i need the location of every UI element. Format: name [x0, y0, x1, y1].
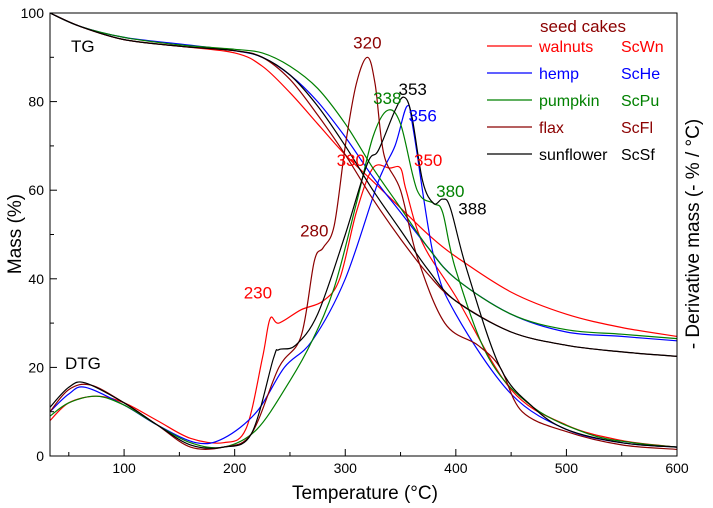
legend-label-walnuts: walnuts — [538, 39, 593, 56]
tg-line-pumpkin — [49, 12, 678, 340]
peak-label: 330 — [337, 151, 365, 170]
legend-code-sunflower: ScSf — [621, 147, 655, 164]
legend-code-flax: ScFl — [621, 120, 653, 137]
legend-code-pumpkin: ScPu — [621, 93, 659, 110]
x-tick-label: 500 — [555, 460, 579, 476]
legend-code-hemp: ScHe — [621, 66, 660, 83]
legend-label-hemp: hemp — [539, 66, 579, 83]
x-tick-label: 600 — [665, 460, 689, 476]
dtg-line-sunflower — [49, 96, 678, 449]
y-tick-label: 20 — [28, 359, 44, 375]
peak-label: 230 — [244, 284, 272, 303]
x-tick-label: 300 — [334, 460, 358, 476]
x-axis-title: Temperature (°C) — [292, 483, 438, 504]
dtg-line-flax — [49, 56, 678, 450]
series-layer — [49, 12, 678, 450]
peak-label: 350 — [414, 151, 442, 170]
y-tick-label: 40 — [28, 271, 44, 287]
y-tick-label: 80 — [28, 94, 44, 110]
y-tick-label: 100 — [21, 5, 45, 21]
tg-line-sunflower — [49, 12, 678, 357]
peak-label: 380 — [436, 182, 464, 201]
peak-label: 388 — [458, 200, 486, 219]
y-axis: 0 20 40 60 80 100 — [21, 5, 57, 464]
x-tick-label: 200 — [223, 460, 247, 476]
legend-label-sunflower: sunflower — [539, 147, 608, 164]
legend-label-pumpkin: pumpkin — [539, 93, 599, 110]
x-tick-label: 100 — [112, 460, 136, 476]
y-axis-title-left: Mass (%) — [5, 194, 26, 274]
y-tick-label: 0 — [36, 448, 44, 464]
y-tick-label: 60 — [28, 182, 44, 198]
tg-line-flax — [49, 12, 678, 357]
tg-line-hemp — [49, 12, 678, 342]
legend-code-walnuts: ScWn — [621, 39, 664, 56]
peak-label: 280 — [300, 222, 328, 241]
peak-label: 320 — [353, 33, 381, 52]
y-axis-title-right: - Derivative mass (- % / °C) — [683, 119, 704, 349]
peak-label: 338 — [373, 89, 401, 108]
tg-label: TG — [71, 37, 95, 56]
legend-title: seed cakes — [540, 17, 626, 36]
x-tick-label: 400 — [444, 460, 468, 476]
x-axis: 100 200 300 400 500 600 — [68, 449, 689, 476]
legend: seed cakes walnuts ScWn hemp ScHe pumpkin ScP… — [487, 17, 664, 164]
dtg-label: DTG — [65, 354, 101, 373]
plot-frame — [49, 12, 678, 457]
peak-label: 356 — [408, 107, 436, 126]
legend-label-flax: flax — [539, 120, 564, 137]
dtg-line-walnuts — [49, 164, 678, 448]
peak-label: 353 — [399, 80, 427, 99]
